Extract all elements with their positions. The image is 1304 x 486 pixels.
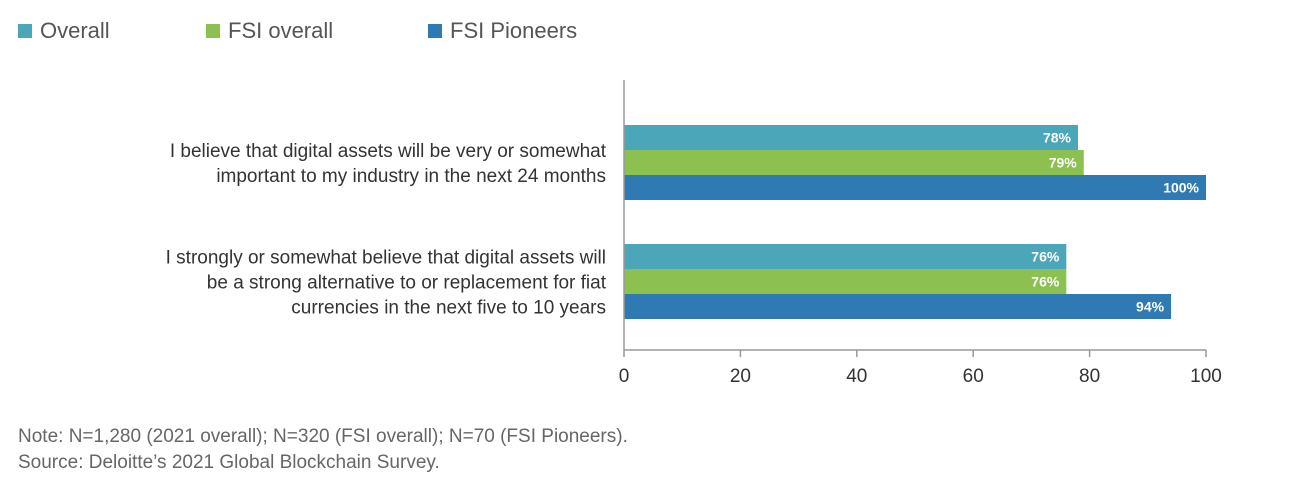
x-tick-label-0: 0 <box>619 366 630 387</box>
data-label-1-3: 100% <box>1163 180 1199 196</box>
legend-swatch-fsi-pioneers <box>428 24 442 38</box>
category-label-2-line-1: I strongly or somewhat believe that digi… <box>166 248 606 269</box>
bar-2-2 <box>624 269 1067 294</box>
category-label-2-line-3: currencies in the next five to 10 years <box>291 298 606 319</box>
data-label-2-2: 76% <box>1031 274 1060 290</box>
legend-label-fsi-overall: FSI overall <box>228 18 334 43</box>
category-label-2-line-2: be a strong alternative to or replacemen… <box>207 273 607 294</box>
x-tick-label-100: 100 <box>1190 366 1222 387</box>
x-tick-label-80: 80 <box>1079 366 1100 387</box>
data-label-2-3: 94% <box>1136 299 1165 315</box>
data-label-1-1: 78% <box>1043 130 1072 146</box>
bar-2-1 <box>624 244 1067 269</box>
category-label-1-line-1: I believe that digital assets will be ve… <box>170 141 607 162</box>
x-tick-label-60: 60 <box>963 366 984 387</box>
category-label-1-line-2: important to my industry in the next 24 … <box>216 166 606 187</box>
chart-legend: Overall FSI overall FSI Pioneers <box>0 14 700 48</box>
x-tick-label-40: 40 <box>846 366 867 387</box>
data-label-1-2: 79% <box>1049 155 1078 171</box>
legend-item-fsi-overall: FSI overall <box>206 14 333 48</box>
bar-1-2 <box>624 150 1084 175</box>
x-tick-label-20: 20 <box>730 366 751 387</box>
footer-source: Source: Deloitte’s 2021 Global Blockchai… <box>18 452 440 473</box>
bar-2-3 <box>624 294 1172 319</box>
bar-chart: 78% 79% 100% I believe that digital assets … <box>166 80 1222 387</box>
data-label-2-1: 76% <box>1031 249 1060 265</box>
legend-label-overall: Overall <box>40 18 110 43</box>
bar-1-1 <box>624 125 1078 150</box>
legend-swatch-overall <box>18 24 32 38</box>
legend-item-fsi-pioneers: FSI Pioneers <box>428 14 577 48</box>
legend-label-fsi-pioneers: FSI Pioneers <box>450 18 578 43</box>
bar-1-3 <box>624 175 1206 200</box>
chart-footer: Note: N=1,280 (2021 overall); N=320 (FSI… <box>18 424 628 476</box>
footer-note: Note: N=1,280 (2021 overall); N=320 (FSI… <box>18 426 628 447</box>
legend-swatch-fsi-overall <box>206 24 220 38</box>
legend-item-overall: Overall <box>18 14 110 48</box>
